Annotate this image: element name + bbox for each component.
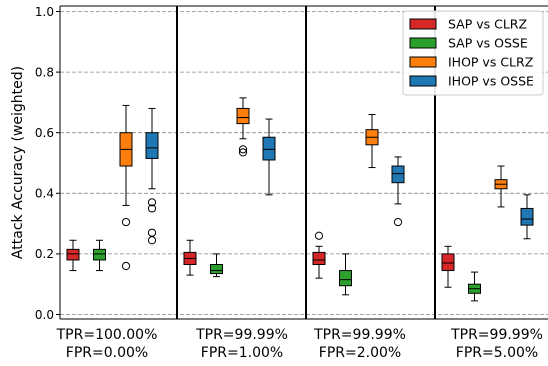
x-tick-label-fpr: FPR=2.00% [319, 345, 401, 361]
legend-swatch [409, 37, 437, 49]
axes: 0.0 0.2 0.4 0.6 0.8 1.0 Attack Accuracy (weigh… [10, 5, 548, 361]
y-tick-label: 0.2 [35, 247, 54, 261]
box-body [441, 253, 455, 272]
outlier-point [147, 236, 157, 245]
x-tick-label-fpr: FPR=0.00% [66, 345, 148, 361]
outlier-point [147, 204, 157, 213]
legend: SAP vs CLRZ SAP vs OSSE IHOP vs CLRZ IHOP v… [402, 10, 544, 96]
x-tick-label-tpr: TPR=99.99% [313, 327, 406, 343]
y-axis-label: Attack Accuracy (weighted) [10, 66, 26, 259]
box-body [210, 264, 223, 275]
y-tick-label: 0.8 [35, 65, 54, 79]
outlier-point [147, 198, 157, 207]
grid-lines [60, 11, 548, 315]
y-tick-label: 0.6 [35, 126, 54, 140]
box-3-group-1 [119, 104, 133, 271]
x-tick-label-fpr: FPR=1.00% [201, 345, 283, 361]
outlier-point [393, 217, 403, 227]
box-2-group-3 [339, 253, 352, 296]
box-4-group-1 [145, 107, 159, 245]
y-tick-label: 0.4 [35, 187, 54, 201]
box-body [66, 248, 80, 261]
box-body [520, 207, 534, 226]
box-body [262, 136, 276, 161]
x-tick-label-fpr: FPR=5.00% [456, 345, 538, 361]
outlier-point [121, 217, 131, 227]
outlier-point [314, 231, 324, 240]
box-body [339, 270, 352, 287]
legend-label: SAP vs CLRZ [448, 17, 527, 32]
legend-label: IHOP vs OSSE [448, 74, 534, 89]
legend-swatch [409, 56, 437, 68]
y-tick-label: 0.0 [35, 308, 54, 322]
box-body [145, 132, 159, 159]
box-2-group-1 [93, 239, 106, 272]
box-body [391, 165, 405, 184]
box-1-group-2 [183, 239, 197, 276]
outlier-point [238, 145, 248, 154]
boxes [66, 97, 534, 302]
box-3-group-3 [365, 114, 379, 169]
y-tick-label: 1.0 [35, 5, 54, 19]
legend-swatch [409, 18, 437, 30]
outlier-point [238, 148, 248, 157]
legend-label: SAP vs OSSE [448, 36, 528, 51]
box-1-group-3 [312, 231, 326, 279]
legend-swatch [409, 75, 437, 87]
box-body [93, 248, 106, 261]
box-1-group-4 [441, 245, 455, 288]
box-4-group-4 [520, 194, 534, 240]
box-2-group-2 [210, 253, 223, 278]
box-3-group-4 [494, 165, 508, 208]
box-1-group-1 [66, 239, 80, 272]
box-4-group-2 [262, 118, 276, 196]
box-body [236, 107, 250, 125]
x-tick-label-tpr: TPR=99.99% [195, 327, 288, 343]
box-3-group-2 [236, 97, 250, 157]
box-2-group-4 [468, 271, 481, 302]
outlier-point [121, 261, 131, 271]
x-tick-label-tpr: TPR=100.00% [56, 327, 158, 343]
legend-frame [402, 10, 544, 96]
x-tick-label-tpr: TPR=99.99% [450, 327, 543, 343]
box-body [312, 251, 326, 266]
box-4-group-3 [391, 156, 405, 227]
legend-label: IHOP vs CLRZ [448, 55, 533, 70]
